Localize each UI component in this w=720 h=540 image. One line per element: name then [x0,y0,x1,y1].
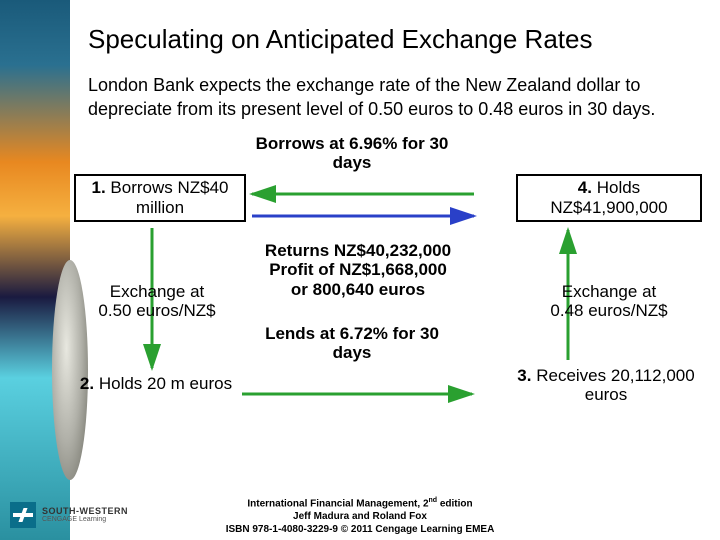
ex-right-line2: 0.48 euros/NZ$ [550,301,667,320]
step-2-label: 2. Holds 20 m euros [72,374,240,394]
lends-rate-label: Lends at 6.72% for 30 days [262,324,442,363]
footer-title: International Financial Management, 2 [247,499,428,510]
step-4-box: 4. Holds NZ$41,900,000 [516,174,702,222]
footer-sup: nd [429,497,438,504]
step-3-text: Receives 20,112,000 euros [536,366,694,405]
step-1-number: 1. [91,178,105,197]
footer-title-b: edition [437,499,473,510]
slide-content: Speculating on Anticipated Exchange Rate… [0,0,720,540]
footer-isbn: ISBN 978-1-4080-3229-9 © 2011 Cengage Le… [226,524,495,535]
step-2-number: 2. [80,374,94,393]
step-4-number: 4. [578,178,592,197]
step-1-text: Borrows NZ$40 million [110,178,228,217]
slide-title: Speculating on Anticipated Exchange Rate… [88,24,692,55]
exchange-right-label: Exchange at 0.48 euros/NZ$ [520,282,698,321]
step-4-text: Holds NZ$41,900,000 [550,178,667,217]
footer-citation: International Financial Management, 2nd … [0,497,720,536]
intro-paragraph: London Bank expects the exchange rate of… [88,73,692,122]
returns-line3: or 800,640 euros [291,280,425,299]
flow-diagram: Borrows at 6.96% for 30 days 1. Borrows … [74,136,674,436]
returns-line1: Returns NZ$40,232,000 [265,241,451,260]
ex-left-line2: 0.50 euros/NZ$ [98,301,215,320]
step-3-number: 3. [517,366,531,385]
ex-right-line1: Exchange at [562,282,657,301]
returns-line2: Profit of NZ$1,668,000 [269,260,447,279]
returns-profit-label: Returns NZ$40,232,000 Profit of NZ$1,668… [234,241,482,300]
step-3-label: 3. Receives 20,112,000 euros [506,366,706,405]
step-1-box: 1. Borrows NZ$40 million [74,174,246,222]
footer-authors: Jeff Madura and Roland Fox [293,511,427,522]
borrows-rate-label: Borrows at 6.96% for 30 days [252,134,452,173]
ex-left-line1: Exchange at [110,282,205,301]
step-2-text: Holds 20 m euros [99,374,232,393]
exchange-left-label: Exchange at 0.50 euros/NZ$ [68,282,246,321]
